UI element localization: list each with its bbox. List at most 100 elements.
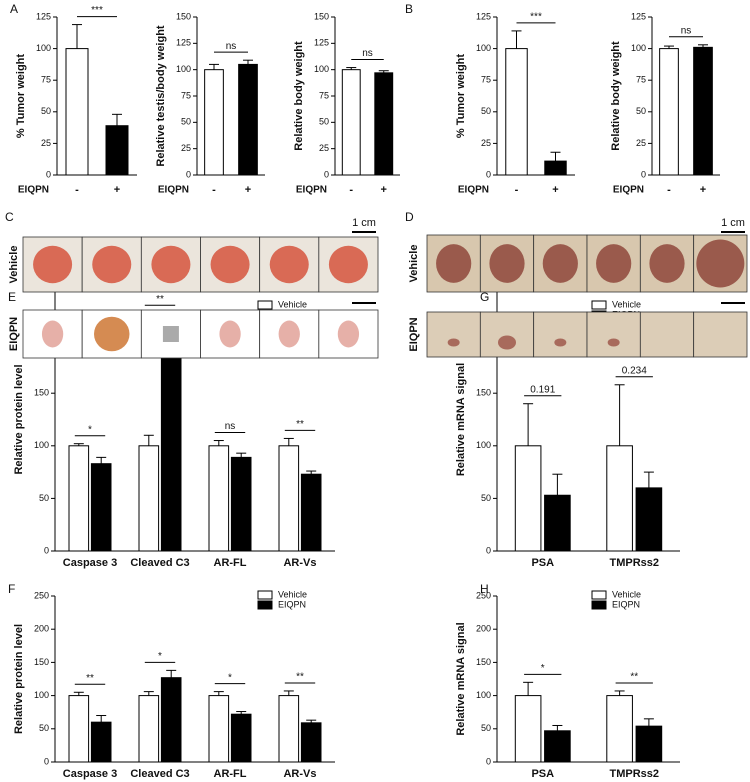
y-tick-label: 150 (34, 657, 49, 667)
y-tick-label: 50 (636, 106, 646, 116)
y-axis-label: Relative protein level (13, 364, 25, 474)
tumor (210, 245, 250, 284)
bar (659, 48, 679, 176)
row-label: EIQPN (408, 317, 420, 351)
x-axis-label: EIQPN (296, 185, 327, 196)
significance-label: 0.191 (530, 384, 555, 395)
x-tick-label: TMPRss2 (609, 557, 659, 569)
significance-label: ns (681, 25, 692, 36)
bar (160, 677, 182, 763)
x-tick-label: + (700, 184, 706, 196)
y-tick-label: 100 (476, 43, 491, 53)
legend-label: EIQPN (612, 599, 640, 609)
bar (208, 695, 230, 763)
x-axis-label: EIQPN (458, 185, 489, 196)
y-tick-label: 50 (39, 723, 49, 733)
tumor (219, 320, 241, 348)
significance-label: ns (362, 48, 373, 59)
y-tick-label: 100 (36, 43, 51, 53)
tumor (94, 316, 130, 352)
bar (544, 494, 571, 552)
y-axis-label: Relative protein level (13, 624, 25, 734)
tumor (649, 244, 685, 283)
y-tick-label: 150 (34, 388, 49, 398)
significance-label: ** (296, 419, 304, 430)
photo-cell (693, 311, 748, 358)
bar (204, 69, 224, 176)
panel-label: A (10, 2, 18, 16)
y-tick-label: 50 (481, 106, 491, 116)
tumor (92, 245, 132, 284)
x-tick-label: AR-Vs (283, 557, 316, 569)
tumor (328, 245, 368, 284)
x-tick-label: - (75, 184, 79, 196)
legend-label: Vehicle (278, 299, 307, 309)
y-tick-label: 0 (186, 169, 191, 179)
bar (300, 722, 322, 763)
x-tick-label: PSA (531, 768, 554, 780)
y-tick-label: 0 (44, 756, 49, 766)
y-tick-label: 150 (476, 657, 491, 667)
photo-cell (479, 311, 535, 358)
y-tick-label: 25 (481, 138, 491, 148)
legend-swatch (591, 590, 607, 600)
significance-label: ns (226, 41, 237, 52)
legend-label: EIQPN (278, 599, 306, 609)
significance-label: ns (225, 421, 236, 432)
legend-swatch (257, 600, 273, 610)
legend-label: Vehicle (612, 589, 641, 599)
y-tick-label: 75 (481, 75, 491, 85)
y-axis-label: Relative mRNA signal (455, 363, 467, 476)
legend-swatch (591, 300, 607, 310)
tumor (554, 338, 567, 347)
bar (68, 695, 90, 763)
tumor (278, 320, 300, 348)
legend-swatch (257, 590, 273, 600)
bar (635, 487, 663, 552)
bar (514, 445, 542, 552)
bar (300, 473, 322, 552)
x-tick-label: AR-Vs (283, 768, 316, 780)
bar (606, 695, 633, 763)
y-tick-label: 0 (44, 545, 49, 555)
row-label: EIQPN (8, 317, 20, 351)
tumor (337, 320, 360, 348)
y-axis-label: % Tumor weight (15, 54, 27, 138)
x-axis-label: EIQPN (18, 185, 49, 196)
bar (160, 342, 182, 552)
bar (278, 445, 300, 552)
bar (238, 63, 258, 176)
y-tick-label: 200 (476, 624, 491, 634)
y-tick-label: 50 (481, 493, 491, 503)
x-tick-label: - (212, 184, 216, 196)
bar (693, 46, 713, 176)
significance-label: * (88, 424, 92, 435)
bar (635, 725, 663, 763)
bar (208, 445, 230, 552)
y-tick-label: 100 (476, 690, 491, 700)
tumor (447, 338, 460, 347)
y-tick-label: 75 (181, 90, 191, 100)
photo-cell (586, 311, 641, 358)
y-tick-label: 0 (46, 169, 51, 179)
bar (514, 695, 542, 763)
y-tick-label: 250 (34, 590, 49, 600)
panel-label: C (5, 210, 14, 224)
x-tick-label: Cleaved C3 (130, 557, 189, 569)
panel-label: D (405, 210, 414, 224)
bar (278, 695, 300, 763)
tumor (33, 245, 73, 284)
y-tick-label: 100 (176, 64, 191, 74)
y-tick-label: 100 (314, 64, 329, 74)
tumor (151, 245, 191, 284)
photo-cell (259, 309, 320, 359)
x-tick-label: - (515, 184, 519, 196)
y-tick-label: 0 (324, 169, 329, 179)
tumor (489, 244, 525, 283)
y-tick-label: 150 (476, 388, 491, 398)
tumor (596, 244, 632, 283)
tumor (436, 244, 472, 283)
tumor (542, 244, 578, 283)
y-tick-label: 50 (181, 117, 191, 127)
